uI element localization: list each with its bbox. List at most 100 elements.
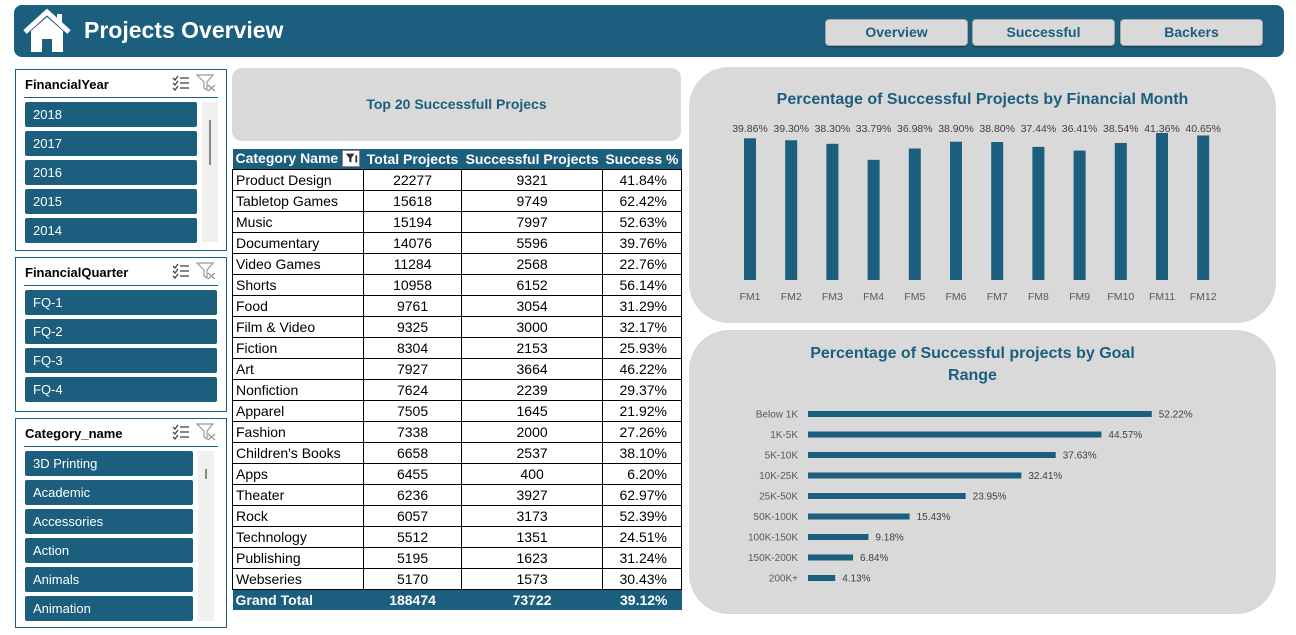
cell-category: Art [232,357,364,380]
cell-successful-projects: 2537 [461,441,603,464]
data-label: 38.80% [979,123,1015,135]
cell-total-projects: 6057 [362,504,463,527]
slicer-item-3d-printing[interactable]: 3D Printing [25,451,193,476]
multi-select-icon[interactable] [172,263,190,279]
slicer-item-animals[interactable]: Animals [25,567,193,592]
cell-success-pct: 22.76% [601,252,683,275]
slicer-item-accessories[interactable]: Accessories [25,509,193,534]
x-tick-label: FM9 [1069,291,1090,303]
slicer-item-2014[interactable]: 2014 [25,218,197,243]
slicer-item-2015[interactable]: 2015 [25,189,197,214]
x-tick-label: FM2 [781,291,802,303]
nav-overview-button[interactable]: Overview [825,19,968,46]
home-icon[interactable] [22,8,72,54]
slicer-item-academic[interactable]: Academic [25,480,193,505]
bar-fm6 [950,141,962,280]
slicer-item-action[interactable]: Action [25,538,193,563]
column-header-category[interactable]: Category Name [232,149,364,169]
slicer-item-fq1[interactable]: FQ-1 [25,290,217,315]
cell-category: Fashion [232,420,364,443]
cell-success-pct: 41.84% [601,168,683,191]
cell-successful-projects: 3054 [461,294,603,317]
data-label: 4.13% [842,574,870,585]
cell-total-projects: 5512 [362,525,463,548]
bar-goal-range [808,411,1152,417]
multi-select-icon[interactable] [172,424,190,440]
slicer-item-fq4[interactable]: FQ-4 [25,377,217,402]
column-header-success-pct[interactable]: Success % [602,149,682,169]
bar-fm12 [1197,135,1210,280]
clear-filter-icon[interactable] [196,74,216,92]
cell-category: Nonfiction [232,378,364,401]
table-row: Theater 6236 3927 62.97% [232,483,683,506]
cell-total-projects: 7338 [362,420,463,443]
nav-backers-button[interactable]: Backers [1120,19,1263,46]
scrollbar-thumb[interactable] [205,469,207,479]
cell-successful-projects: 1351 [461,525,603,548]
table-row: Nonfiction 7624 2239 29.37% [232,378,683,401]
cell-successful-projects: 5596 [461,231,603,254]
bar-fm1 [744,138,756,280]
cell-category: Apps [232,462,364,485]
cell-total-projects: 10958 [362,273,463,296]
data-label: 32.41% [1028,471,1062,482]
bar-goal-range [808,472,1022,479]
y-tick-label: Below 1K [756,410,799,421]
slicer-financial-quarter: FinancialQuarter FQ-1 FQ-2 FQ-3 FQ-4 [15,257,227,412]
cell-successful-projects: 9321 [461,168,603,191]
cell-category: Children's Books [232,441,364,464]
column-header-total[interactable]: Total Projects [363,149,462,169]
cell-category: Food [232,294,364,317]
grand-total-row: Grand Total 188474 73722 39.12% [232,589,682,610]
cell-success-pct: 6.20% [601,462,683,485]
nav-successful-button[interactable]: Successful [972,19,1115,46]
goal-bar-chart: Below 1K 52.22% 1K-5K 44.57% 5K-10K 37.63% 10K… [748,410,1193,585]
cell-category: Music [232,210,364,233]
slicer-financial-year: FinancialYear 2018 2017 2016 2015 2014 [15,69,227,251]
table-row: Film & Video 9325 3000 32.17% [232,315,683,338]
bar-fm3 [826,143,839,280]
bar-fm2 [785,140,798,280]
month-chart-panel: Percentage of Successful Projects by Fin… [689,67,1276,323]
x-tick-label: FM1 [740,291,761,303]
y-tick-label: 200K+ [769,574,798,585]
data-label: 15.43% [917,512,951,523]
slicer-title: FinancialYear [25,77,109,92]
x-tick-label: FM7 [987,291,1008,303]
bar-goal-range [808,452,1056,458]
cell-category: Film & Video [232,315,364,338]
data-label: 41.36% [1144,123,1180,135]
clear-filter-icon[interactable] [196,262,216,280]
cell-success-pct: 38.10% [601,441,683,464]
y-tick-label: 10K-25K [759,471,798,482]
table-row: Rock 6057 3173 52.39% [232,504,683,527]
slicer-scrollbar[interactable] [198,451,214,621]
bar-fm4 [867,159,880,280]
table-row: Technology 5512 1351 24.51% [232,525,683,548]
data-label: 39.86% [732,123,768,135]
cell-category: Documentary [232,231,364,254]
cell-category: Video Games [232,252,364,275]
cell-category: Rock [232,504,364,527]
clear-filter-icon[interactable] [196,423,216,441]
slicer-item-2016[interactable]: 2016 [25,160,197,185]
slicer-scrollbar[interactable] [202,102,218,242]
slicer-item-2017[interactable]: 2017 [25,131,197,156]
bar-goal-range [808,575,836,581]
cell-successful-projects: 3664 [461,357,603,380]
cell-category: Shorts [232,273,364,296]
slicer-item-2018[interactable]: 2018 [25,102,197,127]
multi-select-icon[interactable] [172,75,190,91]
bar-goal-range [808,431,1102,438]
scrollbar-thumb[interactable] [209,120,211,165]
slicer-item-animation[interactable]: Animation [25,596,193,621]
cell-successful-projects: 6152 [461,273,603,296]
cell-total-projects: 6455 [362,462,463,485]
slicer-item-fq2[interactable]: FQ-2 [25,319,217,344]
slicer-item-fq3[interactable]: FQ-3 [25,348,217,373]
filter-icon[interactable] [342,149,361,167]
cell-total-projects: 14076 [362,231,463,254]
column-header-successful[interactable]: Successful Projects [461,149,603,169]
cell-success-pct: 32.17% [601,315,683,338]
data-label: 38.30% [815,123,851,135]
